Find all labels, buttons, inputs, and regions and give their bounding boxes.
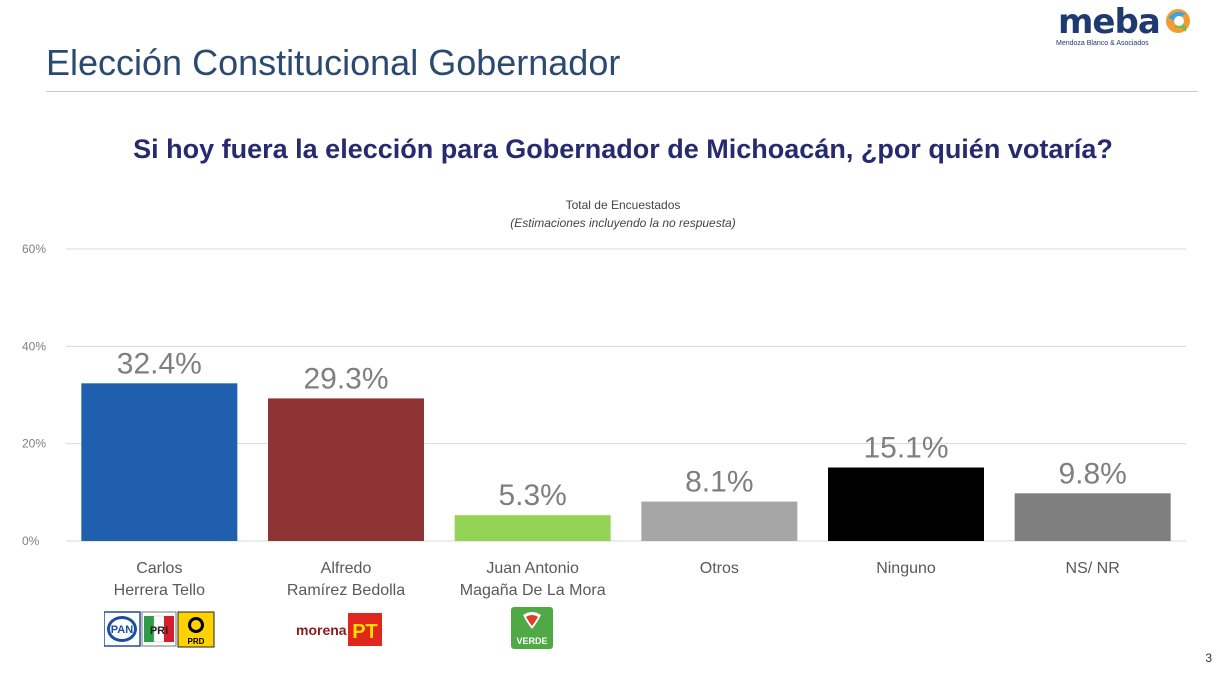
page-title: Elección Constitucional Gobernador [46, 42, 621, 83]
chart-title: Total de Encuestados [565, 198, 681, 212]
y-tick-label: 20% [22, 437, 46, 451]
data-label: 15.1% [863, 432, 948, 465]
meba-logo: meba Mendoza Blanco & Asociados [1052, 2, 1202, 50]
data-label: 32.4% [117, 347, 202, 380]
pri-logo-icon: PRI [141, 611, 177, 647]
logo-swirl-icon [1166, 9, 1190, 33]
y-tick-label: 0% [22, 534, 40, 548]
x-tick-label: Alfredo [321, 560, 372, 577]
morena-logo-icon: morena [296, 622, 347, 638]
verde-logo-text: VERDE [516, 636, 547, 646]
bar [268, 398, 424, 541]
data-label: 5.3% [498, 479, 566, 512]
survey-question: Si hoy fuera la elección para Gobernador… [133, 134, 1113, 164]
bar [828, 467, 984, 541]
x-tick-label: Magaña De La Mora [460, 582, 606, 599]
bar [1014, 493, 1171, 541]
data-label: 8.1% [685, 466, 753, 499]
verde-logo-icon: VERDE [511, 607, 553, 649]
pt-logo-text: PT [352, 621, 378, 643]
bar [81, 383, 238, 541]
bar [641, 501, 798, 541]
x-tick-label: Otros [700, 560, 739, 577]
prd-logo-text: PRD [188, 637, 205, 646]
party-logos-herrera: PAN PRI PRD [104, 611, 215, 648]
y-tick-label: 40% [22, 339, 46, 353]
x-tick-label: Ninguno [876, 560, 936, 577]
chart-subtitle: (Estimaciones incluyendo la no respuesta… [510, 216, 736, 230]
x-tick-label: Herrera Tello [114, 582, 205, 599]
y-tick-label: 60% [22, 242, 46, 256]
party-logos-magana: VERDE [511, 607, 553, 649]
pri-logo-text: PRI [150, 625, 168, 637]
x-tick-label: Ramírez Bedolla [287, 582, 405, 599]
x-tick-label: Juan Antonio [486, 560, 579, 577]
x-tick-label: NS/ NR [1066, 560, 1120, 577]
data-label: 29.3% [303, 362, 388, 395]
x-tick-label: Carlos [136, 560, 182, 577]
pan-logo-icon: PAN [104, 611, 141, 647]
pan-logo-text: PAN [111, 624, 133, 636]
logo-subtext: Mendoza Blanco & Asociados [1056, 40, 1149, 47]
bar [454, 515, 611, 541]
party-logos-ramirez: morena PT [296, 613, 382, 646]
title-divider [46, 91, 1198, 92]
page-number: 3 [1205, 651, 1212, 665]
data-label: 9.8% [1058, 457, 1126, 490]
prd-logo-icon: PRD [177, 611, 215, 648]
pt-logo-icon: PT [348, 613, 382, 646]
logo-wordmark: meba [1058, 2, 1161, 42]
